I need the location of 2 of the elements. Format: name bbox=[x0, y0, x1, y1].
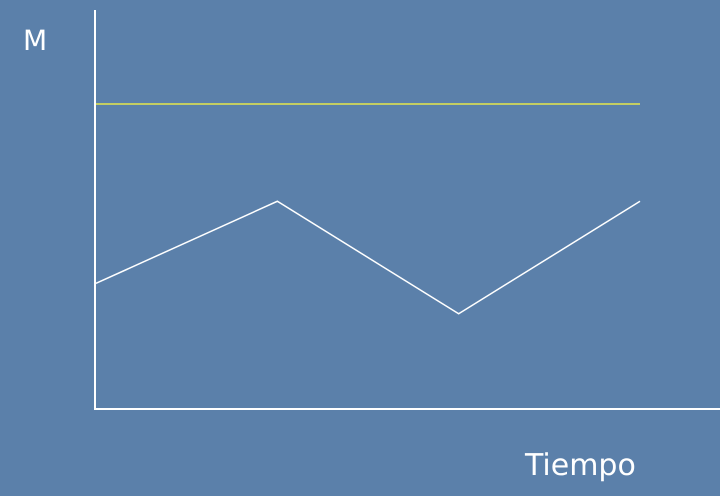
y-axis-title: M bbox=[23, 24, 48, 57]
x-axis-title: Tiempo bbox=[524, 448, 636, 483]
